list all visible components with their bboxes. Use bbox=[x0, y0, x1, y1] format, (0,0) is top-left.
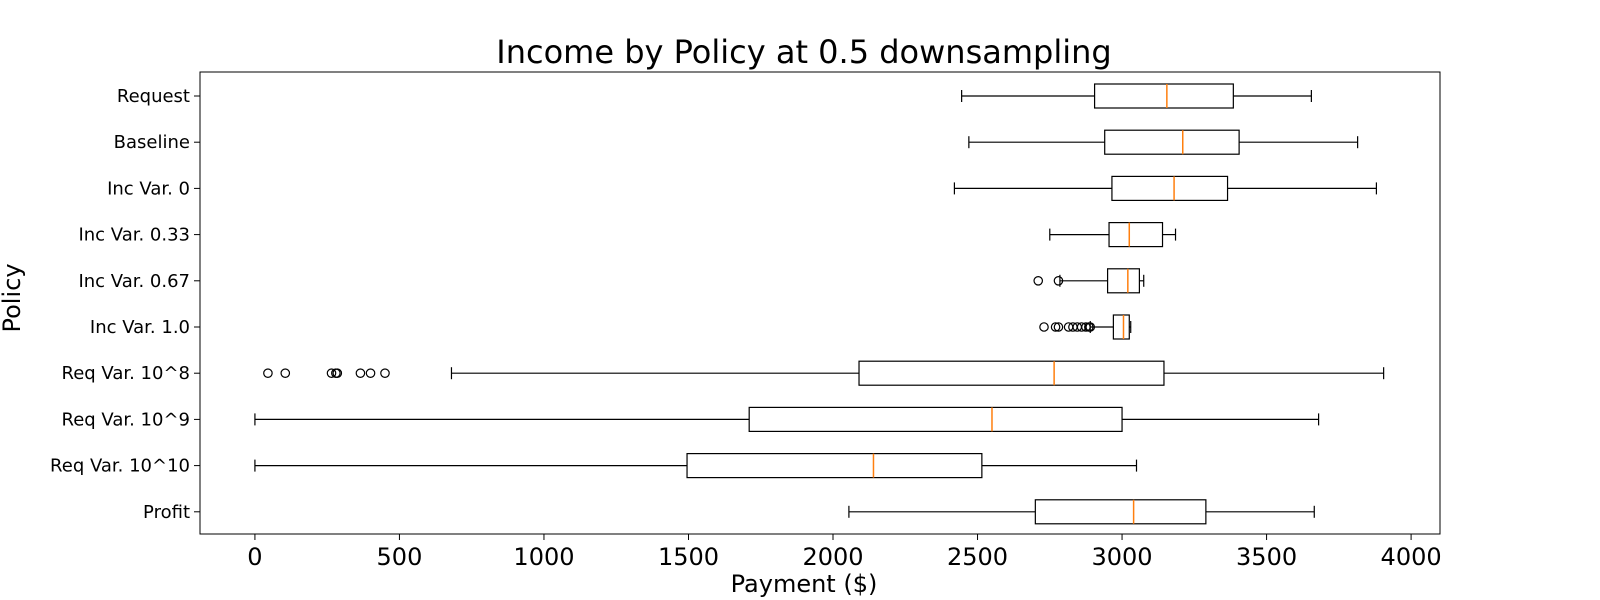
box-series bbox=[1049, 222, 1177, 248]
box-series bbox=[254, 453, 1138, 479]
iqr-box bbox=[686, 453, 983, 479]
x-tick-label: 3000 bbox=[1092, 543, 1153, 571]
chart-title: Income by Policy at 0.5 downsampling bbox=[496, 33, 1111, 71]
box-series bbox=[953, 175, 1378, 201]
outlier-point bbox=[332, 368, 343, 378]
y-tick-label: Inc Var. 0 bbox=[107, 178, 190, 199]
iqr-box bbox=[1104, 129, 1240, 155]
outlier-point bbox=[355, 368, 366, 378]
x-tick-label: 1500 bbox=[658, 543, 719, 571]
y-axis-label: Policy bbox=[0, 263, 26, 332]
x-tick-label: 4000 bbox=[1381, 543, 1442, 571]
y-tick-label: Inc Var. 1.0 bbox=[90, 317, 190, 338]
x-tick-label: 1000 bbox=[513, 543, 574, 571]
iqr-box bbox=[1111, 175, 1229, 201]
iqr-box bbox=[1112, 314, 1130, 340]
y-tick-label: Request bbox=[117, 86, 190, 107]
x-tick-label: 2000 bbox=[802, 543, 863, 571]
box-series bbox=[1033, 268, 1145, 294]
outlier-point bbox=[1039, 322, 1049, 332]
outlier-point bbox=[365, 368, 376, 378]
outlier-point bbox=[280, 368, 291, 378]
y-tick-label: Req Var. 10^10 bbox=[50, 456, 190, 477]
y-tick-label: Profit bbox=[143, 502, 190, 523]
outlier-point bbox=[1050, 322, 1061, 332]
x-tick-label: 3500 bbox=[1236, 543, 1297, 571]
box-series bbox=[968, 129, 1359, 155]
outlier-point bbox=[1033, 275, 1044, 286]
box-series-group bbox=[254, 83, 1385, 525]
iqr-box bbox=[1108, 222, 1164, 248]
iqr-box bbox=[1034, 499, 1207, 525]
y-tick-label: Req Var. 10^8 bbox=[62, 363, 191, 384]
y-axis-ticks: Request Baseline Inc Var. 0 Inc Var. 0.33 In… bbox=[50, 86, 200, 523]
box-series bbox=[263, 360, 1385, 386]
box-series bbox=[961, 83, 1312, 109]
outlier-point bbox=[1081, 322, 1091, 332]
outlier-point bbox=[380, 368, 390, 378]
outlier-point bbox=[263, 368, 273, 378]
iqr-box bbox=[748, 406, 1123, 432]
x-tick-label: 2500 bbox=[947, 543, 1008, 571]
x-tick-label: 500 bbox=[377, 543, 423, 571]
y-tick-label: Baseline bbox=[114, 132, 190, 153]
iqr-box bbox=[858, 360, 1165, 386]
y-tick-label: Inc Var. 0.33 bbox=[78, 225, 190, 246]
box-series bbox=[254, 406, 1320, 432]
outlier-point bbox=[326, 368, 337, 378]
box-series bbox=[848, 499, 1315, 525]
x-axis-ticks: 0 500 1000 1500 2000 2500 3000 3500 4000 bbox=[247, 534, 1442, 571]
outlier-point bbox=[1053, 322, 1064, 332]
box-series bbox=[1039, 314, 1132, 340]
iqr-box bbox=[1106, 268, 1140, 294]
outlier-point bbox=[1085, 322, 1096, 332]
plot-area-frame bbox=[199, 71, 1441, 535]
x-tick-label: 0 bbox=[247, 543, 262, 571]
outlier-point bbox=[1053, 275, 1064, 286]
iqr-box bbox=[1093, 83, 1234, 109]
x-axis-label: Payment ($) bbox=[731, 570, 878, 598]
y-tick-label: Inc Var. 0.67 bbox=[78, 271, 190, 292]
y-tick-label: Req Var. 10^9 bbox=[62, 409, 191, 430]
